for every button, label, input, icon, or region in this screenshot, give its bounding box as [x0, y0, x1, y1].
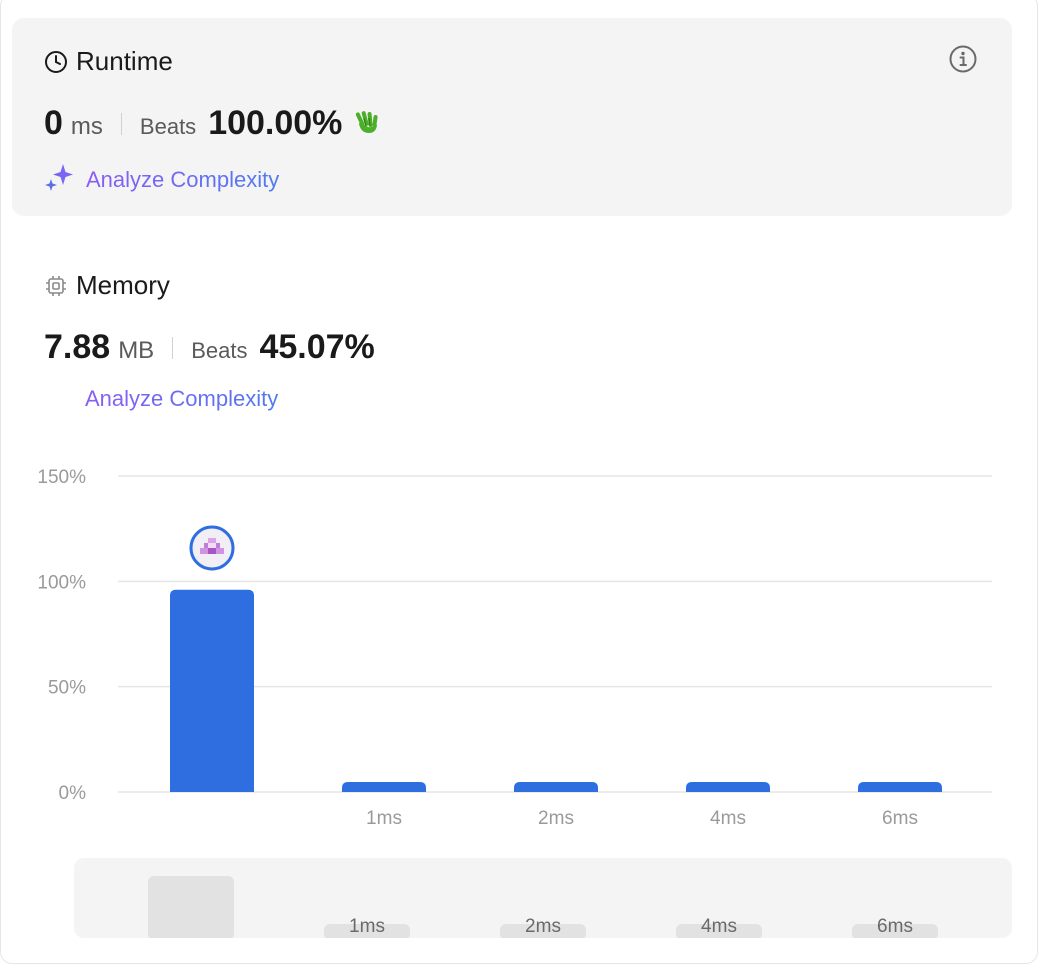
runtime-stats: 0 ms Beats 100.00% — [44, 104, 382, 143]
runtime-beats-label: Beats — [139, 114, 197, 139]
y-tick-label: 50% — [48, 678, 86, 699]
x-tick-label: 4ms — [710, 808, 746, 829]
divider — [172, 336, 174, 359]
bar — [170, 589, 254, 792]
memory-title: Memory — [44, 270, 170, 301]
bar — [686, 782, 770, 792]
memory-value: 7.88 — [44, 328, 111, 366]
info-icon[interactable] — [948, 44, 978, 79]
memory-unit: MB — [118, 337, 155, 364]
bar — [514, 782, 598, 792]
sparkle-icon — [44, 162, 76, 198]
avatar-pixel — [208, 548, 216, 554]
x-tick-label: 6ms — [882, 808, 918, 829]
divider — [120, 112, 122, 135]
navigator-tick-label: 2ms — [525, 916, 561, 937]
runtime-unit: ms — [70, 113, 103, 140]
avatar-pixel — [208, 538, 216, 543]
x-tick-label: 2ms — [538, 808, 574, 829]
y-tick-label: 0% — [59, 783, 87, 804]
distribution-chart: 0% 50% 100% 150% 1ms 2ms 4ms 6ms — [37, 467, 992, 829]
bar — [342, 782, 426, 792]
runtime-analyze-label: Analyze Complexity — [86, 167, 280, 192]
navigator-bar — [852, 924, 938, 938]
runtime-value: 0 — [44, 104, 63, 142]
clapping-hands-icon — [352, 106, 382, 141]
avatar-icon — [200, 538, 224, 554]
runtime-analyze-complexity-button[interactable]: Analyze Complexity — [44, 162, 279, 198]
range-navigator-svg: 1ms 2ms 4ms 6ms — [148, 876, 938, 938]
memory-analyze-complexity-button[interactable]: Analyze Complexity — [85, 386, 278, 412]
navigator-tick-label: 6ms — [877, 916, 913, 937]
runtime-beats-pct: 100.00% — [208, 104, 343, 142]
bar — [858, 782, 942, 792]
runtime-card[interactable] — [12, 18, 1012, 216]
memory-title-label: Memory — [76, 270, 170, 300]
memory-stats: 7.88 MB Beats 45.07% — [44, 328, 375, 367]
clock-icon — [44, 50, 68, 74]
navigator-bar — [324, 924, 410, 938]
y-tick-label: 100% — [37, 572, 86, 593]
navigator-bar — [500, 924, 586, 938]
x-tick-label: 1ms — [366, 808, 402, 829]
memory-beats-pct: 45.07% — [259, 328, 375, 366]
navigator-bar — [676, 924, 762, 938]
navigator-tick-label: 1ms — [349, 916, 385, 937]
runtime-title-label: Runtime — [76, 46, 173, 76]
navigator-bar — [148, 876, 234, 938]
chip-icon — [44, 274, 68, 298]
memory-analyze-label: Analyze Complexity — [85, 386, 279, 411]
memory-beats-label: Beats — [191, 338, 248, 363]
runtime-title: Runtime — [44, 46, 173, 77]
y-tick-label: 150% — [37, 467, 86, 488]
navigator-tick-label: 4ms — [701, 916, 737, 937]
range-navigator[interactable]: 1ms 2ms 4ms 6ms — [74, 858, 1012, 938]
avatar-pixel — [208, 543, 216, 548]
